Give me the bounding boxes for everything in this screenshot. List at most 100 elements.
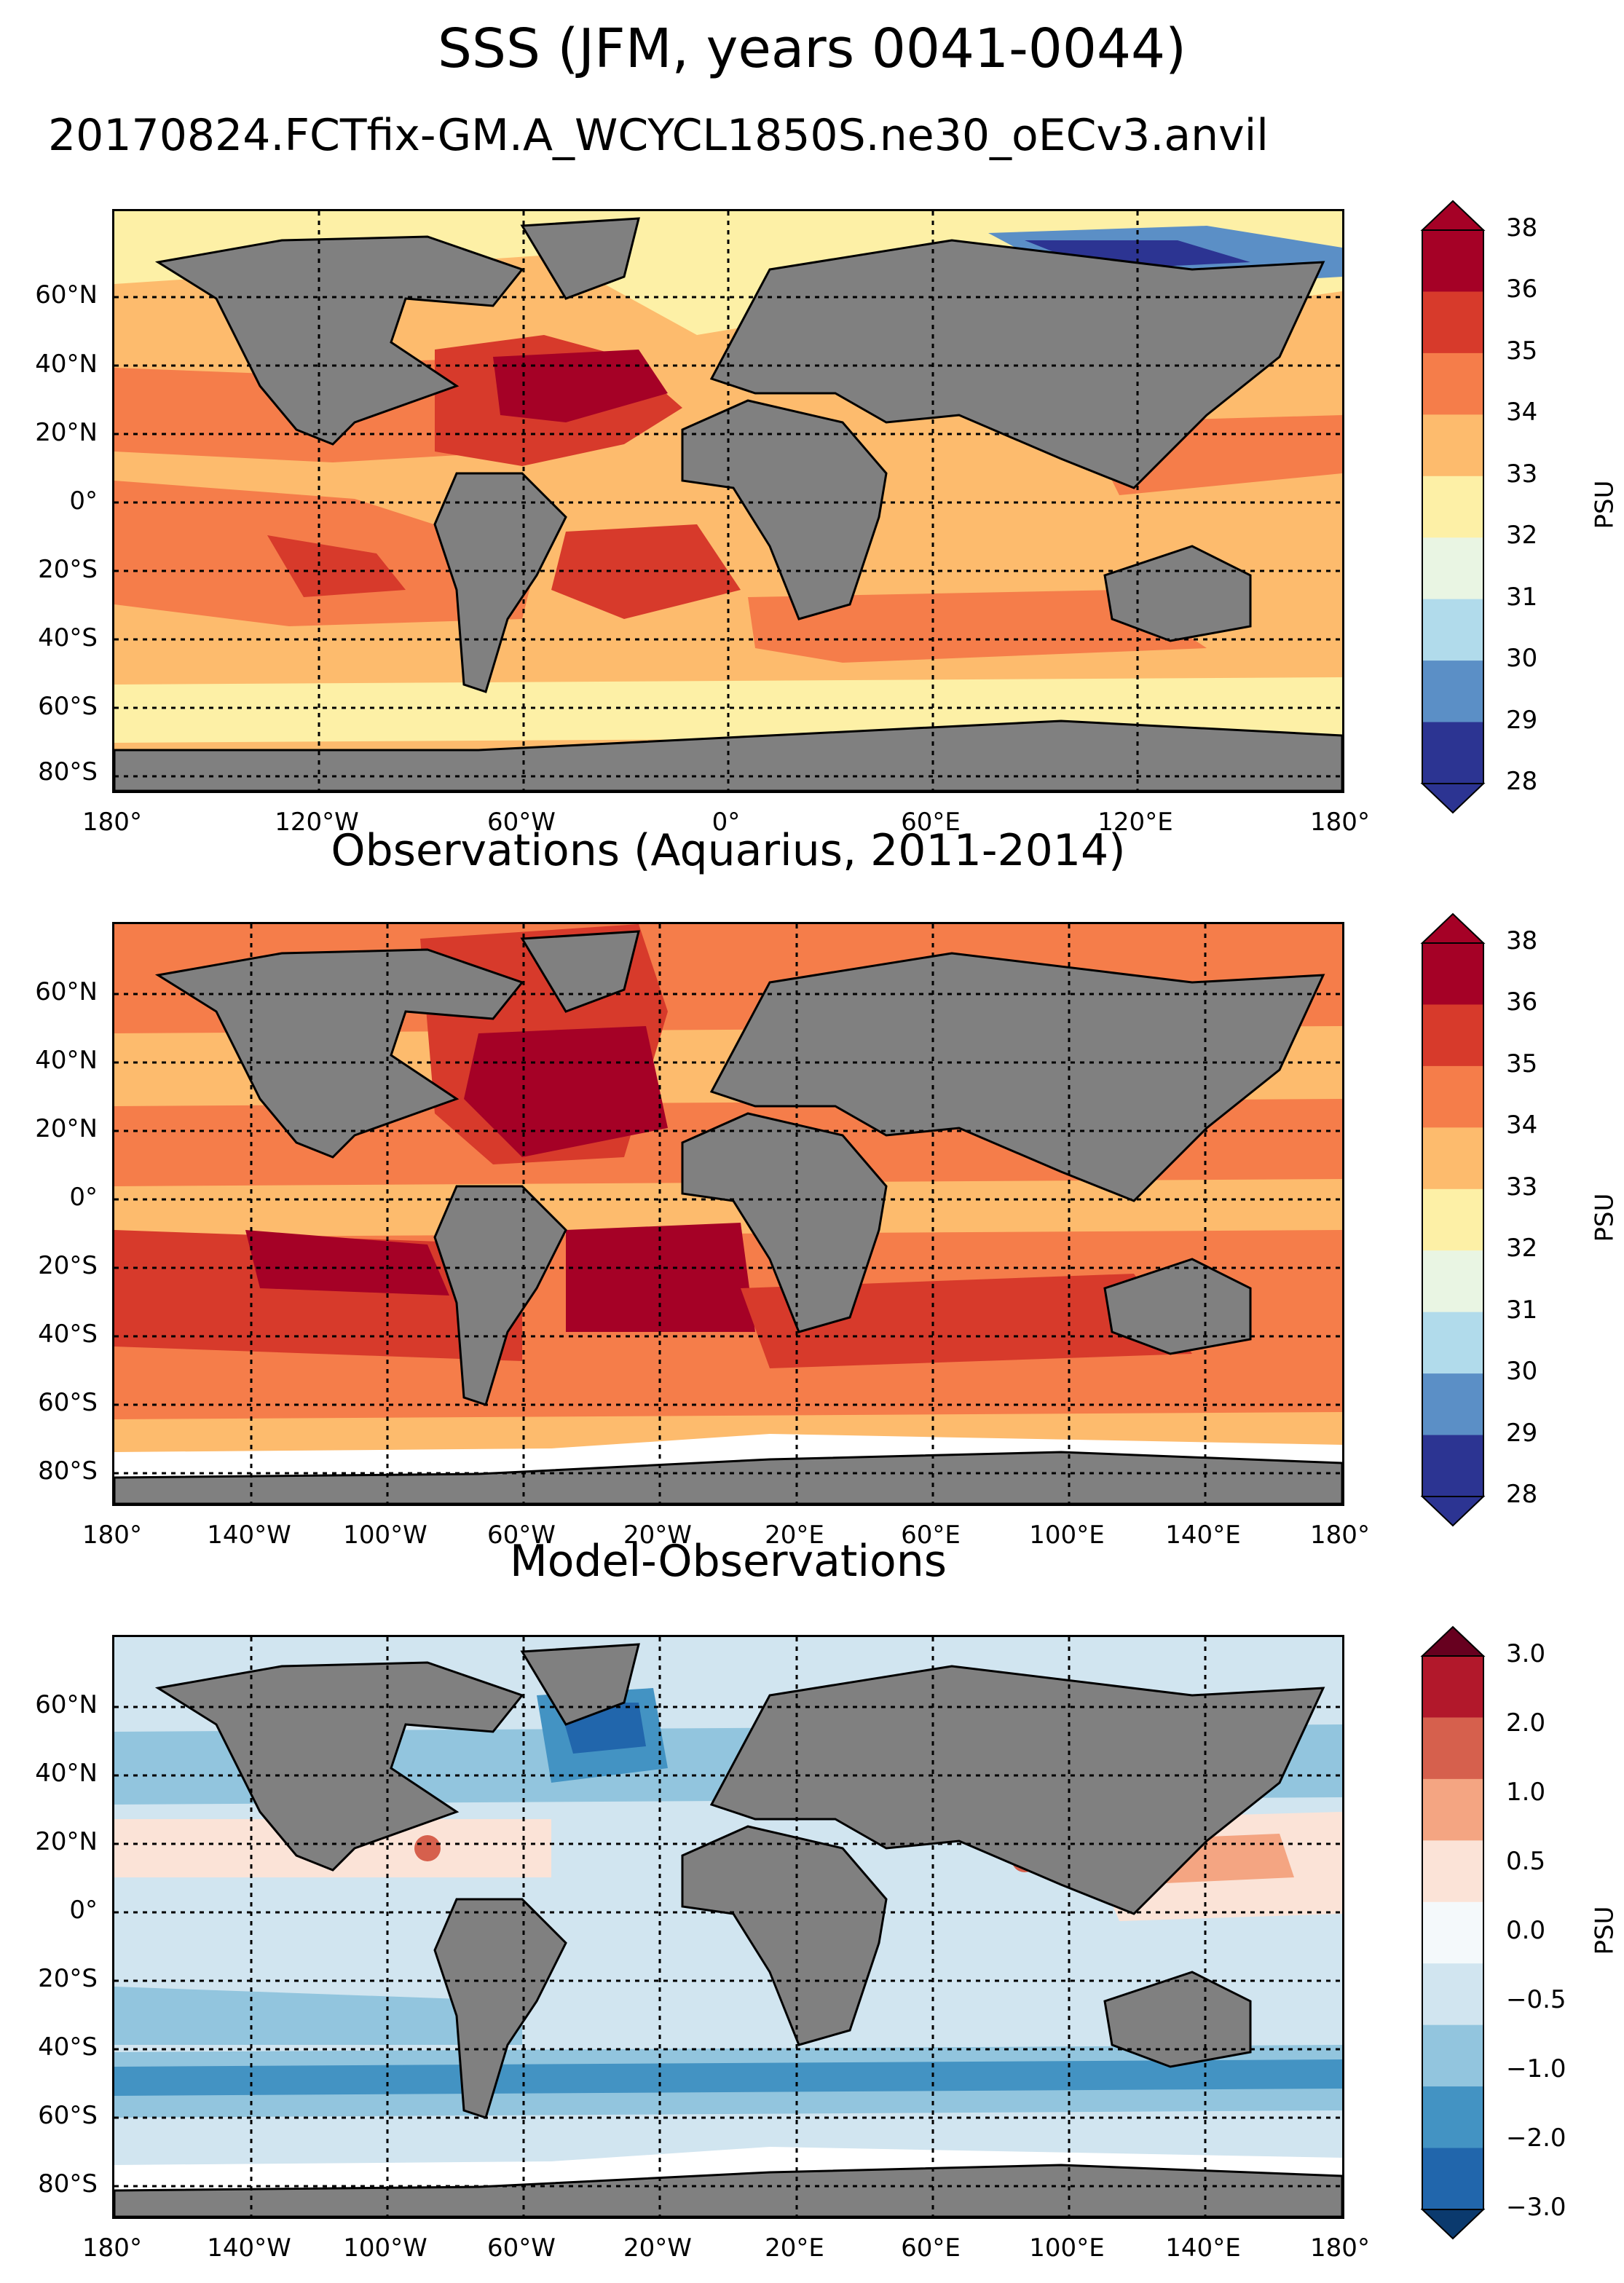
e-pacific-pos: [414, 1835, 441, 1861]
colorbar: [1420, 912, 1496, 1527]
colorbar-tick-label: 33: [1506, 1172, 1538, 1202]
colorbar-tick-label: 31: [1506, 582, 1538, 612]
colorbar-segment: [1422, 1312, 1483, 1374]
colorbar-segment: [1422, 1188, 1483, 1251]
colorbar-segment: [1422, 1840, 1483, 1903]
lon-tick-label: 180°: [82, 1521, 142, 1550]
lon-tick-label: 60°W: [487, 808, 556, 837]
colorbar-tick-label: 38: [1506, 926, 1538, 955]
colorbar-segment: [1422, 291, 1483, 354]
colorbar-segment: [1422, 352, 1483, 415]
lon-tick-label: 100°E: [1029, 2233, 1105, 2263]
colorbar-tick-label: −0.5: [1506, 1985, 1566, 2014]
lat-tick-label: 20°S: [38, 555, 98, 584]
north-america: [154, 948, 524, 1159]
lon-tick-label: 20°W: [623, 2233, 692, 2263]
lat-tick-label: 60°N: [35, 977, 98, 1006]
n-atlantic-core: [464, 1026, 668, 1157]
lon-tick-label: 100°E: [1029, 1521, 1105, 1550]
north-america: [154, 1661, 524, 1872]
eurasia: [709, 239, 1325, 489]
lat-tick-label: 60°S: [38, 1388, 98, 1417]
colorbar-tick-label: 32: [1506, 1234, 1538, 1263]
equatorial-band: [114, 1179, 1342, 1237]
colorbar-segment: [1422, 537, 1483, 600]
lon-tick-label: 180°: [1310, 808, 1370, 837]
lon-tick-label: 140°E: [1165, 1521, 1241, 1550]
colorbar-tick-label: 28: [1506, 767, 1538, 796]
lon-tick-label: 60°W: [487, 2233, 556, 2263]
map-model-svg: [114, 211, 1342, 791]
graticule: [114, 1637, 1342, 2217]
greenland: [520, 217, 640, 300]
colorbar-segment: [1422, 2086, 1483, 2149]
lat-tick-label: 20°N: [35, 1827, 98, 1856]
colorbar-tick-label: 35: [1506, 1049, 1538, 1079]
lat-tick-label: 20°S: [38, 1251, 98, 1280]
s-pacific-core: [267, 535, 406, 597]
colorbar-tick-label: 31: [1506, 1295, 1538, 1325]
colorbar-tick-label: 38: [1506, 213, 1538, 243]
colorbar-extend-min: [1420, 783, 1486, 814]
colorbar-tick-label: −2.0: [1506, 2124, 1566, 2153]
colorbar-segment: [1422, 1656, 1483, 1718]
colorbar-tick-label: 36: [1506, 275, 1538, 304]
figure-title: SSS (JFM, years 0041-0044): [438, 17, 1186, 80]
map-panel-difference: [112, 1635, 1344, 2219]
lat-tick-label: 80°S: [38, 757, 98, 786]
colorbar-tick-label: 35: [1506, 336, 1538, 366]
lat-tick-label: 60°N: [35, 280, 98, 309]
colorbar-segment: [1422, 1435, 1483, 1497]
lon-tick-label: 120°W: [275, 808, 359, 837]
figure-subtitle: 20170824.FCTfix-GM.A_WCYCL1850S.ne30_oEC…: [48, 110, 1269, 161]
eurasia: [709, 1665, 1325, 1915]
lon-tick-label: 0°: [712, 808, 741, 837]
lat-tick-label: 40°N: [35, 350, 98, 379]
lon-tick-label: 20°W: [623, 1521, 692, 1550]
colorbar-segment: [1422, 1004, 1483, 1067]
lat-tick-label: 0°: [69, 486, 98, 516]
colorbar: [1420, 199, 1496, 814]
colorbar-tick-label: 34: [1506, 1111, 1538, 1140]
lat-tick-label: 60°S: [38, 692, 98, 721]
map-panel-observations: [112, 922, 1344, 1506]
colorbar-segment: [1422, 2148, 1483, 2210]
lat-tick-label: 40°S: [38, 1320, 98, 1349]
colorbar-tick-label: 2.0: [1506, 1708, 1546, 1738]
greenland: [520, 1643, 640, 1726]
lon-tick-label: 120°E: [1097, 808, 1173, 837]
colorbar-segment: [1422, 1250, 1483, 1313]
colorbar-tick-label: 1.0: [1506, 1778, 1546, 1807]
lon-tick-label: 180°: [1310, 1521, 1370, 1550]
colorbar-tick-label: 29: [1506, 705, 1538, 735]
lat-tick-label: 80°S: [38, 2169, 98, 2199]
panel-2-title: Observations (Aquarius, 2011-2014): [331, 825, 1126, 876]
africa: [681, 1112, 888, 1333]
africa: [681, 399, 888, 620]
greenland: [520, 930, 640, 1013]
lon-tick-label: 60°W: [487, 1521, 556, 1550]
indian-band: [748, 590, 1207, 663]
eurasia: [709, 952, 1325, 1202]
colorbar-segment: [1422, 1127, 1483, 1190]
south-america: [433, 1185, 567, 1406]
panel-3-title: Model-Observations: [509, 1536, 947, 1587]
colorbar-tick-label: 36: [1506, 987, 1538, 1017]
colorbar-tick-label: 29: [1506, 1418, 1538, 1448]
colorbar-segment: [1422, 661, 1483, 723]
map-obs-svg: [114, 924, 1342, 1504]
lon-tick-label: 60°E: [901, 808, 961, 837]
lat-tick-label: 0°: [69, 1896, 98, 1925]
colorbar-tick-label: 33: [1506, 459, 1538, 489]
colorbar-extend-max: [1420, 1625, 1486, 1657]
colorbar-segment: [1422, 722, 1483, 784]
south-america: [433, 1898, 567, 2119]
map-diff-svg: [114, 1637, 1342, 2217]
antarctica: [114, 2164, 1342, 2217]
southern-neg-core: [114, 2059, 1342, 2096]
lat-tick-label: 20°N: [35, 418, 98, 447]
lon-tick-label: 140°E: [1165, 2233, 1241, 2263]
lat-tick-label: 40°N: [35, 1759, 98, 1788]
graticule: [114, 211, 1342, 791]
colorbar-extend-min: [1420, 2209, 1486, 2240]
